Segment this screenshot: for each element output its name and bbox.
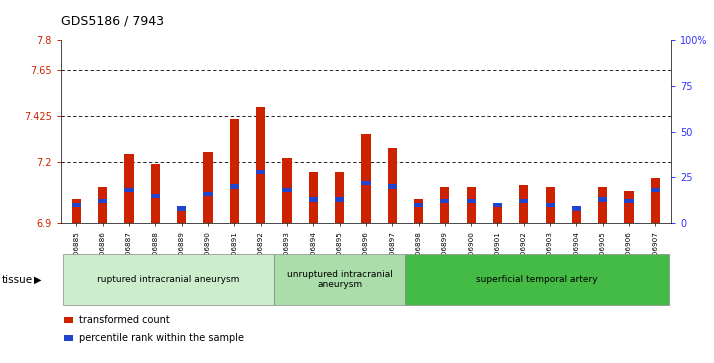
Bar <box>519 184 528 223</box>
Bar <box>361 181 371 185</box>
Bar <box>361 134 371 223</box>
Bar <box>625 199 633 204</box>
Bar <box>598 197 608 202</box>
Text: transformed count: transformed count <box>79 315 169 325</box>
Bar <box>308 197 318 202</box>
Bar <box>124 188 134 192</box>
Bar <box>256 170 266 174</box>
Bar <box>151 193 160 198</box>
Bar <box>335 197 344 202</box>
Bar <box>203 152 213 223</box>
Bar <box>151 164 160 223</box>
Text: unruptured intracranial
aneurysm: unruptured intracranial aneurysm <box>287 270 393 289</box>
Bar <box>650 179 660 223</box>
Bar <box>72 203 81 207</box>
Bar <box>388 184 397 189</box>
Bar <box>256 107 266 223</box>
Bar <box>230 119 239 223</box>
Bar <box>493 205 502 223</box>
Text: tissue: tissue <box>1 274 33 285</box>
Bar <box>99 187 107 223</box>
Bar <box>572 209 581 223</box>
Bar <box>388 148 397 223</box>
Bar <box>625 191 633 223</box>
Bar <box>650 188 660 192</box>
Bar <box>545 187 555 223</box>
Bar <box>414 199 423 223</box>
Bar <box>493 203 502 207</box>
Bar <box>598 187 608 223</box>
Bar <box>308 172 318 223</box>
Bar <box>466 199 476 204</box>
Text: ▶: ▶ <box>34 274 42 285</box>
Bar <box>230 184 239 189</box>
Bar <box>282 188 291 192</box>
Bar <box>177 206 186 211</box>
Bar <box>519 199 528 204</box>
Bar <box>441 187 450 223</box>
Text: ruptured intracranial aneurysm: ruptured intracranial aneurysm <box>97 275 240 284</box>
Bar <box>466 187 476 223</box>
Bar <box>335 172 344 223</box>
Bar <box>124 154 134 223</box>
Bar <box>441 199 450 204</box>
Bar <box>545 203 555 207</box>
Bar <box>72 199 81 223</box>
Text: percentile rank within the sample: percentile rank within the sample <box>79 333 243 343</box>
Bar <box>203 192 213 196</box>
Bar <box>572 206 581 211</box>
Bar <box>282 158 291 223</box>
Bar <box>177 207 186 223</box>
Bar <box>414 203 423 207</box>
Text: superficial temporal artery: superficial temporal artery <box>476 275 598 284</box>
Text: GDS5186 / 7943: GDS5186 / 7943 <box>61 15 164 28</box>
Bar <box>99 199 107 204</box>
